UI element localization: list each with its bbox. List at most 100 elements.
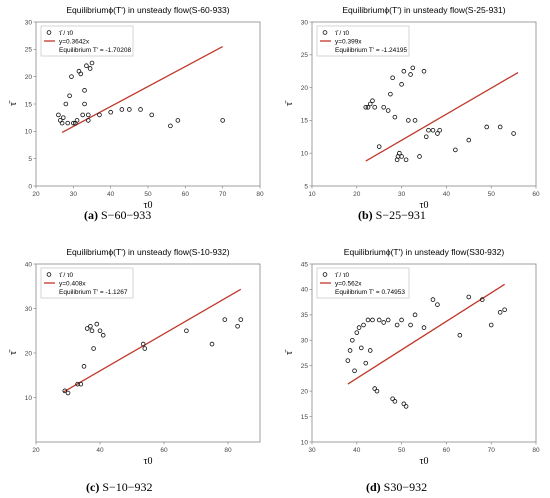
x-tick-label: 80 [256,191,264,198]
fit-line [61,46,223,133]
y-tick-label: 10 [25,395,33,402]
data-point [60,115,66,120]
data-point [372,386,378,391]
data-point [350,337,355,343]
data-point [347,348,353,353]
legend-label-line: y=0.3642x [59,39,90,46]
data-point [80,112,85,118]
x-tick-label: 30 [70,191,78,198]
caption-d: (d) S30−932 [366,480,427,495]
data-point [361,322,366,328]
data-point [479,297,485,302]
data-point [374,388,380,394]
data-point [401,401,407,407]
y-tick-label: 30 [25,19,33,26]
caption-b-text: S−25−931 [375,208,426,222]
x-tick-label: 70 [488,447,496,454]
data-point [84,63,89,69]
data-point [390,396,395,402]
data-point [119,107,125,112]
data-point [408,72,413,77]
data-point [403,404,409,409]
x-tick-label: 70 [219,191,227,198]
legend-marker-points [322,272,328,277]
data-point [85,112,91,118]
y-axis-label: τ̄ [8,100,19,106]
data-point [175,118,181,123]
data-point [89,60,95,66]
data-point [94,321,100,327]
chart-b-svg: Equilibriumϕ(T') in unsteady flow(S-25-9… [284,5,540,211]
data-point [91,346,96,351]
data-point [376,144,382,149]
data-point [484,124,490,130]
legend-label-line: y=0.562x [335,281,362,288]
x-tick-label: 60 [443,447,451,454]
data-point [363,360,369,366]
x-axis-label: τ0 [419,456,428,467]
legend-marker-points [46,272,52,277]
chart-a-svg: Equilibriumϕ(T') in unsteady flow(S-60-9… [8,5,264,211]
chart-title: Equilibriumϕ(T') in unsteady flow(S30-93… [344,247,505,257]
legend-label-points: τ̄ / τ0 [335,30,350,37]
data-point [412,118,418,123]
x-tick-label: 80 [224,447,232,454]
legend-label-line: y=0.399x [335,39,362,46]
data-point [399,317,404,323]
data-point [363,104,369,110]
data-point [437,127,442,133]
y-tick-label: 0 [28,183,32,190]
data-point [430,297,436,302]
data-point [394,322,400,328]
data-point [406,118,411,123]
data-point [59,120,65,126]
chart-d-svg: Equilibriumϕ(T') in unsteady flow(S30-93… [284,247,540,467]
x-tick-label: 40 [107,191,115,198]
chart-c-svg: Equilibriumϕ(T') in unsteady flow(S-10-9… [8,247,261,467]
data-point [488,322,494,328]
data-point [358,345,364,351]
data-point [87,66,93,71]
data-point [78,71,84,77]
data-point [381,104,386,110]
data-point [466,294,472,300]
y-tick-label: 35 [301,312,309,319]
data-point [84,326,90,331]
data-point [392,399,398,404]
caption-c: (c) S−10−932 [86,480,153,495]
data-point [410,65,416,71]
x-axis-label: τ0 [143,200,152,211]
data-point [417,154,422,159]
x-tick-label: 40 [96,447,104,454]
y-tick-label: 15 [301,414,309,421]
x-tick-label: 20 [353,191,361,198]
y-tick-label: 30 [301,338,309,345]
data-point [56,112,61,118]
fit-line [365,71,519,162]
x-axis-label: τ0 [143,456,152,467]
caption-d-label: (d) [366,480,381,494]
data-point [85,118,91,123]
data-point [370,317,375,323]
data-point [376,317,382,323]
data-point [497,124,503,130]
data-point [220,118,225,123]
data-point [65,390,71,396]
legend-label-equilibrium: Equilibrium T' = -1.70208 [59,47,132,54]
data-point [97,328,103,334]
data-point [399,154,404,159]
legend-label-points: τ̄ / τ0 [335,272,350,279]
x-tick-label: 30 [308,447,316,454]
data-point [78,381,84,387]
data-point [62,388,68,394]
legend-label-line: y=0.408x [59,281,86,288]
legend-label-points: τ̄ / τ0 [59,30,74,37]
y-tick-label: 25 [301,363,309,370]
data-point [401,68,407,74]
fit-line [347,283,505,385]
data-point [97,112,102,118]
legend-label-equilibrium: Equilibrium T' = -1.1267 [59,289,128,296]
y-tick-label: 40 [25,261,33,268]
y-tick-label: 30 [301,19,309,26]
x-tick-label: 40 [353,447,361,454]
